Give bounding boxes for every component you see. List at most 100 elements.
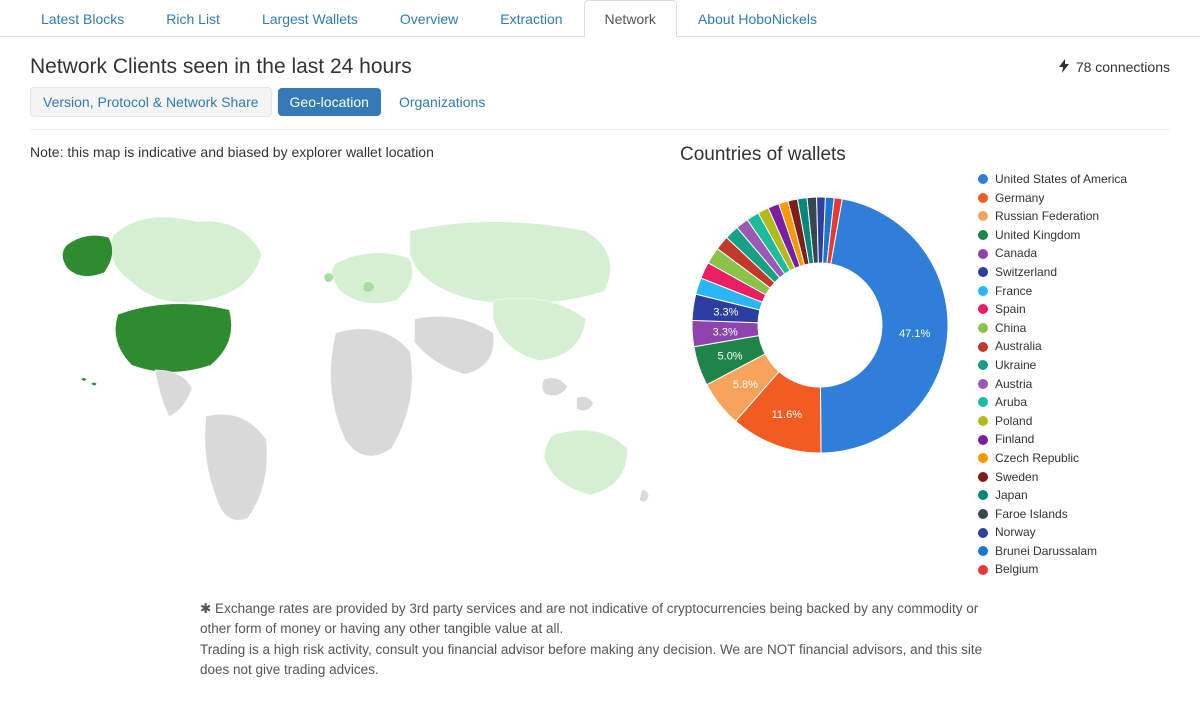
legend-swatch [978, 342, 988, 352]
legend-swatch [978, 528, 988, 538]
legend-swatch [978, 323, 988, 333]
legend-swatch [978, 490, 988, 500]
legend-swatch [978, 472, 988, 482]
legend-label: Belgium [995, 560, 1038, 579]
disclaimer-line: ✱ Exchange rates are provided by 3rd par… [200, 599, 1000, 640]
legend-label: Australia [995, 337, 1042, 356]
legend-swatch [978, 249, 988, 259]
donut-slice-label: 47.1% [899, 328, 930, 340]
map-region [91, 382, 97, 385]
legend-item[interactable]: Japan [978, 486, 1170, 505]
map-region [81, 378, 87, 381]
legend-label: France [995, 282, 1032, 301]
donut-slice-label: 5.8% [733, 379, 758, 391]
divider [30, 129, 1170, 130]
legend-swatch [978, 379, 988, 389]
legend-label: Norway [995, 523, 1036, 542]
legend-item[interactable]: Czech Republic [978, 449, 1170, 468]
legend-item[interactable]: Austria [978, 375, 1170, 394]
legend-item[interactable]: Aruba [978, 393, 1170, 412]
world-map[interactable] [30, 166, 660, 546]
legend-item[interactable]: France [978, 282, 1170, 301]
nav-tab-largest-wallets[interactable]: Largest Wallets [241, 0, 379, 37]
legend-label: Faroe Islands [995, 505, 1068, 524]
legend-item[interactable]: Russian Federation [978, 207, 1170, 226]
nav-tab-overview[interactable]: Overview [379, 0, 479, 37]
connections-indicator: 78 connections [1058, 59, 1170, 76]
legend-label: China [995, 319, 1026, 338]
donut-slice-label: 5.0% [718, 351, 743, 363]
map-region [414, 316, 493, 374]
legend-label: Switzerland [995, 263, 1057, 282]
legend-swatch [978, 565, 988, 575]
legend-item[interactable]: Sweden [978, 468, 1170, 487]
legend-item[interactable]: China [978, 319, 1170, 338]
legend-item[interactable]: Norway [978, 523, 1170, 542]
map-region [205, 414, 267, 520]
disclaimer-line: Trading is a high risk activity, consult… [200, 640, 1000, 681]
legend-label: Finland [995, 430, 1034, 449]
legend-item[interactable]: Ukraine [978, 356, 1170, 375]
legend-item[interactable]: Switzerland [978, 263, 1170, 282]
nav-tab-latest-blocks[interactable]: Latest Blocks [20, 0, 145, 37]
legend-label: Canada [995, 244, 1037, 263]
map-region [324, 273, 334, 282]
legend-label: Austria [995, 375, 1032, 394]
legend-item[interactable]: Spain [978, 300, 1170, 319]
legend-item[interactable]: Germany [978, 189, 1170, 208]
legend-item[interactable]: Faroe Islands [978, 505, 1170, 524]
donut-chart[interactable]: 47.1% 11.6% 5.8% 5.0% 3.3% 3.3% [680, 170, 960, 470]
map-note: Note: this map is indicative and biased … [30, 144, 660, 160]
legend-item[interactable]: United States of America [978, 170, 1170, 189]
nav-tab-rich-list[interactable]: Rich List [145, 0, 241, 37]
donut-slice-label: 3.3% [713, 326, 738, 338]
legend-item[interactable]: Australia [978, 337, 1170, 356]
map-region [332, 253, 412, 304]
connections-count: 78 connections [1076, 59, 1170, 75]
legend-item[interactable]: Canada [978, 244, 1170, 263]
legend-swatch [978, 435, 988, 445]
subnav-geo-location[interactable]: Geo-location [278, 88, 381, 116]
legend-swatch [978, 174, 988, 184]
subnav-version-protocol-network-share[interactable]: Version, Protocol & Network Share [30, 87, 272, 117]
map-region [331, 329, 413, 456]
chart-panel: Countries of wallets 47.1% 11.6% 5.8% 5.0% 3… [680, 144, 1170, 579]
donut-legend: United States of AmericaGermanyRussian F… [978, 144, 1170, 579]
map-region [493, 298, 586, 361]
legend-label: Russian Federation [995, 207, 1099, 226]
legend-item[interactable]: Belgium [978, 560, 1170, 579]
legend-item[interactable]: United Kingdom [978, 226, 1170, 245]
map-region [542, 378, 567, 396]
nav-tab-network[interactable]: Network [584, 0, 677, 37]
legend-label: United Kingdom [995, 226, 1080, 245]
sub-nav: Version, Protocol & Network ShareGeo-loc… [0, 87, 1200, 129]
donut-slice[interactable] [820, 199, 948, 453]
map-region [410, 222, 611, 304]
nav-tab-about-hobonickels[interactable]: About HoboNickels [677, 0, 838, 37]
donut-slice-label: 11.6% [772, 409, 803, 421]
legend-item[interactable]: Brunei Darussalam [978, 542, 1170, 561]
legend-item[interactable]: Finland [978, 430, 1170, 449]
legend-swatch [978, 267, 988, 277]
legend-swatch [978, 397, 988, 407]
legend-swatch [978, 360, 988, 370]
legend-label: Germany [995, 189, 1044, 208]
nav-tab-extraction[interactable]: Extraction [479, 0, 583, 37]
chart-title: Countries of wallets [680, 144, 960, 166]
header-row: Network Clients seen in the last 24 hour… [0, 37, 1200, 87]
legend-label: Japan [995, 486, 1028, 505]
legend-swatch [978, 193, 988, 203]
legend-label: Poland [995, 412, 1032, 431]
legend-item[interactable]: Poland [978, 412, 1170, 431]
map-panel: Note: this map is indicative and biased … [30, 144, 660, 579]
map-region [155, 370, 192, 416]
map-region [62, 235, 112, 276]
legend-label: Czech Republic [995, 449, 1079, 468]
page-title: Network Clients seen in the last 24 hour… [30, 55, 412, 79]
legend-label: Ukraine [995, 356, 1036, 375]
legend-label: United States of America [995, 170, 1127, 189]
map-region [115, 304, 231, 372]
donut-slice-label: 3.3% [713, 307, 738, 319]
map-region [544, 430, 627, 495]
subnav-organizations[interactable]: Organizations [387, 88, 497, 116]
